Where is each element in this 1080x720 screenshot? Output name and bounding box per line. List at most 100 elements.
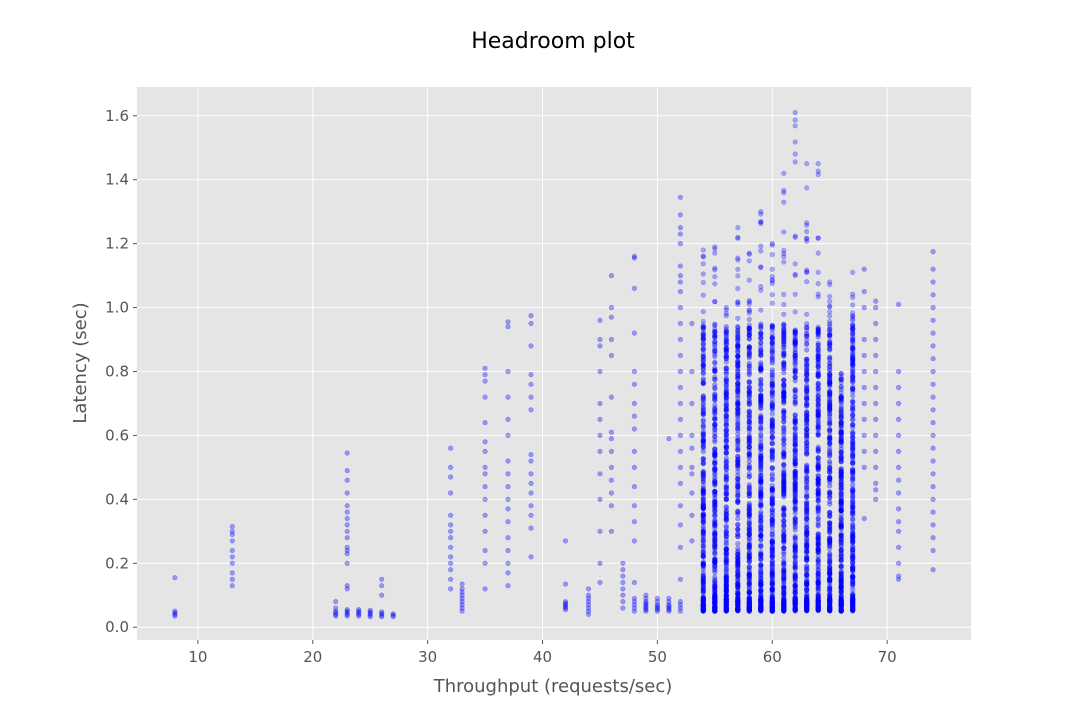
data-point [735, 341, 741, 347]
data-point [700, 512, 706, 518]
data-point [850, 317, 856, 324]
data-point [700, 261, 706, 267]
data-point [804, 387, 810, 394]
data-point [700, 366, 706, 372]
data-point [804, 478, 810, 484]
data-point [723, 305, 729, 311]
data-point [815, 583, 821, 590]
data-point [700, 380, 706, 386]
data-point [827, 577, 833, 583]
data-point [700, 456, 706, 462]
data-point [769, 435, 775, 441]
data-point [700, 438, 706, 444]
data-point [620, 567, 626, 573]
data-point [827, 483, 833, 489]
data-point [712, 385, 718, 391]
data-point [700, 425, 706, 431]
data-point [620, 592, 626, 598]
data-point [712, 490, 718, 496]
data-point [723, 551, 729, 557]
data-point [735, 515, 741, 522]
data-point [712, 465, 718, 471]
data-point [712, 406, 718, 412]
data-point [356, 608, 362, 614]
data-point [712, 452, 718, 458]
data-point [746, 604, 752, 610]
data-point [344, 503, 350, 509]
data-point [712, 437, 718, 443]
data-point [758, 431, 764, 438]
data-point [700, 579, 706, 586]
data-point [677, 544, 684, 550]
data-point [700, 512, 706, 518]
data-point [895, 519, 902, 525]
data-point [689, 464, 695, 471]
data-point [827, 347, 833, 353]
data-point [792, 367, 798, 373]
data-point [850, 407, 856, 413]
data-point [712, 563, 718, 569]
data-point [700, 601, 706, 608]
data-point [712, 583, 718, 589]
data-point [700, 580, 706, 587]
data-point [827, 420, 833, 426]
data-point [827, 445, 833, 451]
data-point [700, 580, 706, 587]
data-point [930, 292, 936, 298]
data-point [712, 477, 718, 483]
data-point [585, 598, 592, 605]
data-point [689, 320, 695, 327]
data-point [758, 460, 764, 466]
data-point [815, 523, 821, 529]
data-point [654, 608, 661, 614]
data-point [815, 294, 821, 300]
data-point [804, 341, 810, 348]
data-point [597, 432, 603, 439]
data-point [838, 371, 844, 377]
data-point [746, 502, 752, 509]
data-point [712, 453, 718, 459]
data-point [930, 420, 936, 426]
data-point [505, 547, 511, 554]
data-point [850, 567, 856, 573]
data-point [769, 407, 775, 413]
data-point [597, 416, 603, 423]
data-point [448, 528, 454, 534]
data-point [815, 558, 821, 564]
data-point [723, 556, 729, 562]
data-point [723, 504, 729, 510]
data-point [769, 539, 775, 545]
data-point [769, 570, 775, 576]
data-point [631, 426, 638, 432]
data-point [700, 309, 706, 315]
y-axis-label: Latency (sec) [70, 302, 91, 423]
data-point [229, 560, 235, 566]
data-point [758, 368, 764, 375]
data-point [746, 563, 752, 570]
data-point [390, 614, 396, 620]
data-point [677, 212, 684, 218]
data-point [746, 277, 752, 283]
data-point [873, 464, 879, 471]
data-point [712, 458, 718, 464]
data-point [735, 353, 741, 360]
data-point [700, 536, 706, 542]
data-point [735, 363, 741, 369]
data-point [781, 331, 787, 337]
data-point [505, 560, 511, 566]
data-point [700, 523, 706, 529]
data-point [838, 448, 844, 455]
data-point [827, 570, 833, 577]
data-point [700, 402, 706, 408]
data-point [597, 528, 603, 534]
data-point [712, 461, 718, 467]
data-point [448, 512, 454, 518]
data-point [608, 352, 615, 359]
data-point [712, 450, 718, 456]
data-point [631, 598, 638, 605]
data-point [620, 605, 626, 611]
data-point [677, 289, 684, 295]
data-point [930, 567, 936, 573]
data-point [631, 519, 638, 525]
data-point [700, 345, 706, 352]
